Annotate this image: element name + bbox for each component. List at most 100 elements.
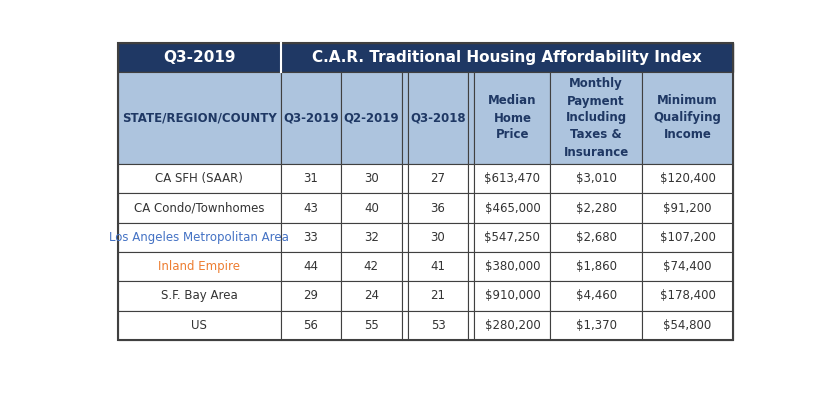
Text: 40: 40 [364,202,379,215]
Bar [641,310,733,340]
Text: $91,200: $91,200 [663,202,712,215]
Text: 42: 42 [364,260,379,273]
Bar [408,281,468,310]
Text: $74,400: $74,400 [663,260,712,273]
Bar [468,252,474,281]
Text: 30: 30 [431,231,445,244]
Text: 32: 32 [364,231,379,244]
Bar [474,164,551,193]
Bar [280,42,733,72]
Bar [408,223,468,252]
Text: $178,400: $178,400 [660,289,716,302]
Bar [402,310,408,340]
Bar [551,310,641,340]
Text: Q3-2019: Q3-2019 [163,50,235,65]
Text: 41: 41 [430,260,445,273]
Bar [280,223,341,252]
Bar [402,193,408,223]
Text: $2,280: $2,280 [576,202,617,215]
Text: $280,200: $280,200 [484,319,540,332]
Bar [402,164,408,193]
Text: C.A.R. Traditional Housing Affordability Index: C.A.R. Traditional Housing Affordability… [312,50,702,65]
Text: $4,460: $4,460 [576,289,617,302]
Bar [341,310,402,340]
Bar [280,72,341,164]
Text: 31: 31 [304,172,319,185]
Bar [341,252,402,281]
Bar [468,223,474,252]
Text: Q3-2019: Q3-2019 [283,112,339,125]
Text: Los Angeles Metropolitan Area: Los Angeles Metropolitan Area [109,231,290,244]
Bar [551,72,641,164]
Bar [641,252,733,281]
Bar [551,164,641,193]
Bar [408,310,468,340]
Bar [402,223,408,252]
Text: $613,470: $613,470 [484,172,541,185]
Bar [280,252,341,281]
Bar [280,281,341,310]
Bar [118,72,280,164]
Text: 29: 29 [304,289,319,302]
Bar [402,72,408,164]
Text: 24: 24 [364,289,379,302]
Text: $120,400: $120,400 [660,172,716,185]
Text: 33: 33 [304,231,319,244]
Text: 27: 27 [430,172,445,185]
Bar [118,252,280,281]
Bar [408,72,468,164]
Text: $910,000: $910,000 [484,289,540,302]
Bar [474,281,551,310]
Bar [118,193,280,223]
Text: 43: 43 [304,202,319,215]
Bar [408,252,468,281]
Bar [468,72,474,164]
Bar [402,281,408,310]
Bar [118,42,280,72]
Text: 55: 55 [364,319,379,332]
Text: CA Condo/Townhomes: CA Condo/Townhomes [134,202,265,215]
Bar [118,310,280,340]
Text: S.F. Bay Area: S.F. Bay Area [161,289,238,302]
Bar [118,281,280,310]
Bar [341,193,402,223]
Text: $2,680: $2,680 [576,231,617,244]
Bar [474,193,551,223]
Bar [341,223,402,252]
Text: 56: 56 [304,319,319,332]
Bar [641,193,733,223]
Text: 44: 44 [304,260,319,273]
Bar [408,193,468,223]
Bar [341,281,402,310]
Text: Q3-2018: Q3-2018 [410,112,466,125]
Text: Q2-2019: Q2-2019 [344,112,399,125]
Text: 53: 53 [431,319,445,332]
Text: $465,000: $465,000 [484,202,540,215]
Bar [474,310,551,340]
Text: Monthly
Payment
Including
Taxes &
Insurance: Monthly Payment Including Taxes & Insura… [563,77,629,158]
Bar [551,252,641,281]
Bar [408,164,468,193]
Text: $1,370: $1,370 [576,319,617,332]
Text: $547,250: $547,250 [484,231,540,244]
Bar [641,281,733,310]
Bar [641,223,733,252]
Text: Minimum
Qualifying
Income: Minimum Qualifying Income [654,94,721,141]
Text: CA SFH (SAAR): CA SFH (SAAR) [156,172,243,185]
Bar [402,252,408,281]
Bar [341,164,402,193]
Bar [280,310,341,340]
Bar [468,281,474,310]
Text: 30: 30 [364,172,379,185]
Text: $54,800: $54,800 [663,319,711,332]
Text: STATE/REGION/COUNTY: STATE/REGION/COUNTY [122,112,277,125]
Bar [468,193,474,223]
Bar [551,223,641,252]
Bar [118,164,280,193]
Text: 36: 36 [431,202,445,215]
Bar [280,164,341,193]
Bar [551,193,641,223]
Text: Inland Empire: Inland Empire [158,260,240,273]
Text: US: US [191,319,207,332]
Bar [474,223,551,252]
